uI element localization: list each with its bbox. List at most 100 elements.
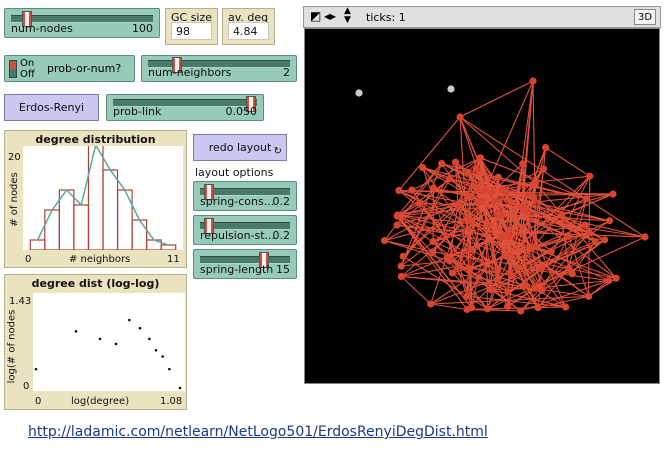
histogram-bar xyxy=(29,239,46,250)
prob-or-num-switch[interactable]: On Off prob-or-num? xyxy=(4,55,135,82)
network-node xyxy=(584,292,593,300)
network-node xyxy=(463,292,471,300)
network-link xyxy=(396,215,468,310)
redo-layout-button[interactable]: redo layout ↻ xyxy=(193,134,287,161)
repulsion-slider[interactable]: repulsion-st... 0.2 xyxy=(193,215,297,245)
y-tick-max: 1.43 xyxy=(9,296,32,307)
network-node xyxy=(585,228,593,237)
network-node xyxy=(456,113,464,121)
slider-handle[interactable] xyxy=(259,252,270,268)
network-node xyxy=(473,184,481,193)
switch-off-label: Off xyxy=(20,69,35,80)
network-node xyxy=(494,266,502,274)
slider-label: repulsion-st... xyxy=(200,229,276,242)
x-tick-min: 0 xyxy=(35,396,42,407)
x-axis-label: log(degree) xyxy=(71,396,130,407)
distribution-line xyxy=(36,146,169,246)
histogram-bar xyxy=(87,146,104,250)
prob-link-slider[interactable]: prob-link 0.050 xyxy=(106,94,264,121)
network-node xyxy=(528,244,536,253)
data-point xyxy=(114,342,118,346)
slider-handle[interactable] xyxy=(172,57,183,73)
num-neighbors-slider[interactable]: num-neighbors 2 xyxy=(141,55,297,82)
plot-title: degree dist (log-log) xyxy=(31,277,160,290)
network-link xyxy=(459,80,534,118)
spring-constant-slider[interactable]: spring-cons... 0.2 xyxy=(193,181,297,211)
network-link xyxy=(396,163,443,217)
network-link xyxy=(475,168,503,191)
world-view[interactable] xyxy=(304,28,660,384)
3d-button[interactable]: 3D xyxy=(634,9,656,25)
network-node xyxy=(445,257,454,265)
network-node xyxy=(429,248,437,256)
network-link xyxy=(475,168,533,249)
network-node xyxy=(503,232,512,241)
network-node xyxy=(476,154,485,162)
slider-value: 15 xyxy=(276,263,290,276)
network-link xyxy=(467,172,533,249)
histogram-bar xyxy=(131,219,148,250)
network-node xyxy=(557,212,566,220)
switch-toggle[interactable] xyxy=(9,60,17,78)
slider-handle[interactable] xyxy=(204,184,215,200)
ticks-label: ticks: 1 xyxy=(366,11,406,24)
slider-handle[interactable] xyxy=(246,96,257,112)
erdos-renyi-button[interactable]: Erdos-Renyi xyxy=(4,94,99,121)
network-node xyxy=(397,272,405,281)
network-link xyxy=(507,215,562,238)
monitor-value: 4.84 xyxy=(228,22,269,40)
spring-length-slider[interactable]: spring-length 15 xyxy=(193,249,297,279)
histogram-chart xyxy=(29,146,177,250)
network-node xyxy=(519,160,527,168)
network-link xyxy=(509,163,524,256)
plot-area xyxy=(23,146,183,250)
monitor-value: 98 xyxy=(171,22,212,40)
arrows-horizontal-icon[interactable]: ◂▸ xyxy=(324,9,337,23)
network-node xyxy=(498,233,506,241)
network-node xyxy=(529,77,537,85)
network-node xyxy=(485,221,493,229)
arrows-vertical-icon[interactable]: ▲ ▼ xyxy=(344,6,351,25)
y-axis-label: # of nodes xyxy=(8,172,20,227)
network-node xyxy=(429,184,437,192)
data-point xyxy=(138,326,142,330)
network-link xyxy=(532,80,537,247)
network-link xyxy=(398,190,502,238)
num-nodes-slider[interactable]: num-nodes 100 xyxy=(4,8,160,38)
network-node xyxy=(522,206,530,214)
slider-track xyxy=(200,188,290,196)
network-link xyxy=(490,239,605,291)
slider-value: 0.2 xyxy=(272,229,291,242)
slider-handle[interactable] xyxy=(21,11,32,27)
network-node xyxy=(601,236,609,244)
network-node xyxy=(416,199,424,208)
degree-distribution-plot: degree distribution 20 # of nodes 0 # ne… xyxy=(4,130,187,268)
x-tick-max: 1.08 xyxy=(160,396,183,407)
network-link xyxy=(396,215,473,308)
network-node xyxy=(494,274,502,282)
footer-link[interactable]: http://ladamic.com/netlearn/NetLogo501/E… xyxy=(28,424,488,440)
slider-value: 0.2 xyxy=(272,195,291,208)
network-node xyxy=(464,168,472,176)
slider-handle[interactable] xyxy=(204,218,215,234)
data-point xyxy=(154,348,158,352)
network-link xyxy=(441,163,519,268)
network-node xyxy=(451,158,460,166)
network-link xyxy=(535,147,547,247)
network-link xyxy=(396,224,508,238)
network-node xyxy=(531,179,540,187)
network-link xyxy=(508,231,646,238)
network-node xyxy=(465,192,474,200)
slider-value: 100 xyxy=(132,22,153,35)
network-node xyxy=(504,302,512,310)
degree-dist-loglog-plot: degree dist (log-log) 1.43 log(# of node… xyxy=(4,274,187,410)
zoom-icon[interactable]: ◩ xyxy=(310,9,322,23)
data-point xyxy=(178,386,182,390)
network-node xyxy=(399,252,407,260)
network-link xyxy=(459,116,646,238)
network-node xyxy=(514,264,522,272)
network-link xyxy=(467,295,566,308)
x-axis-label: # neighbors xyxy=(69,254,131,265)
network-link xyxy=(522,163,526,287)
network-link xyxy=(480,157,587,200)
